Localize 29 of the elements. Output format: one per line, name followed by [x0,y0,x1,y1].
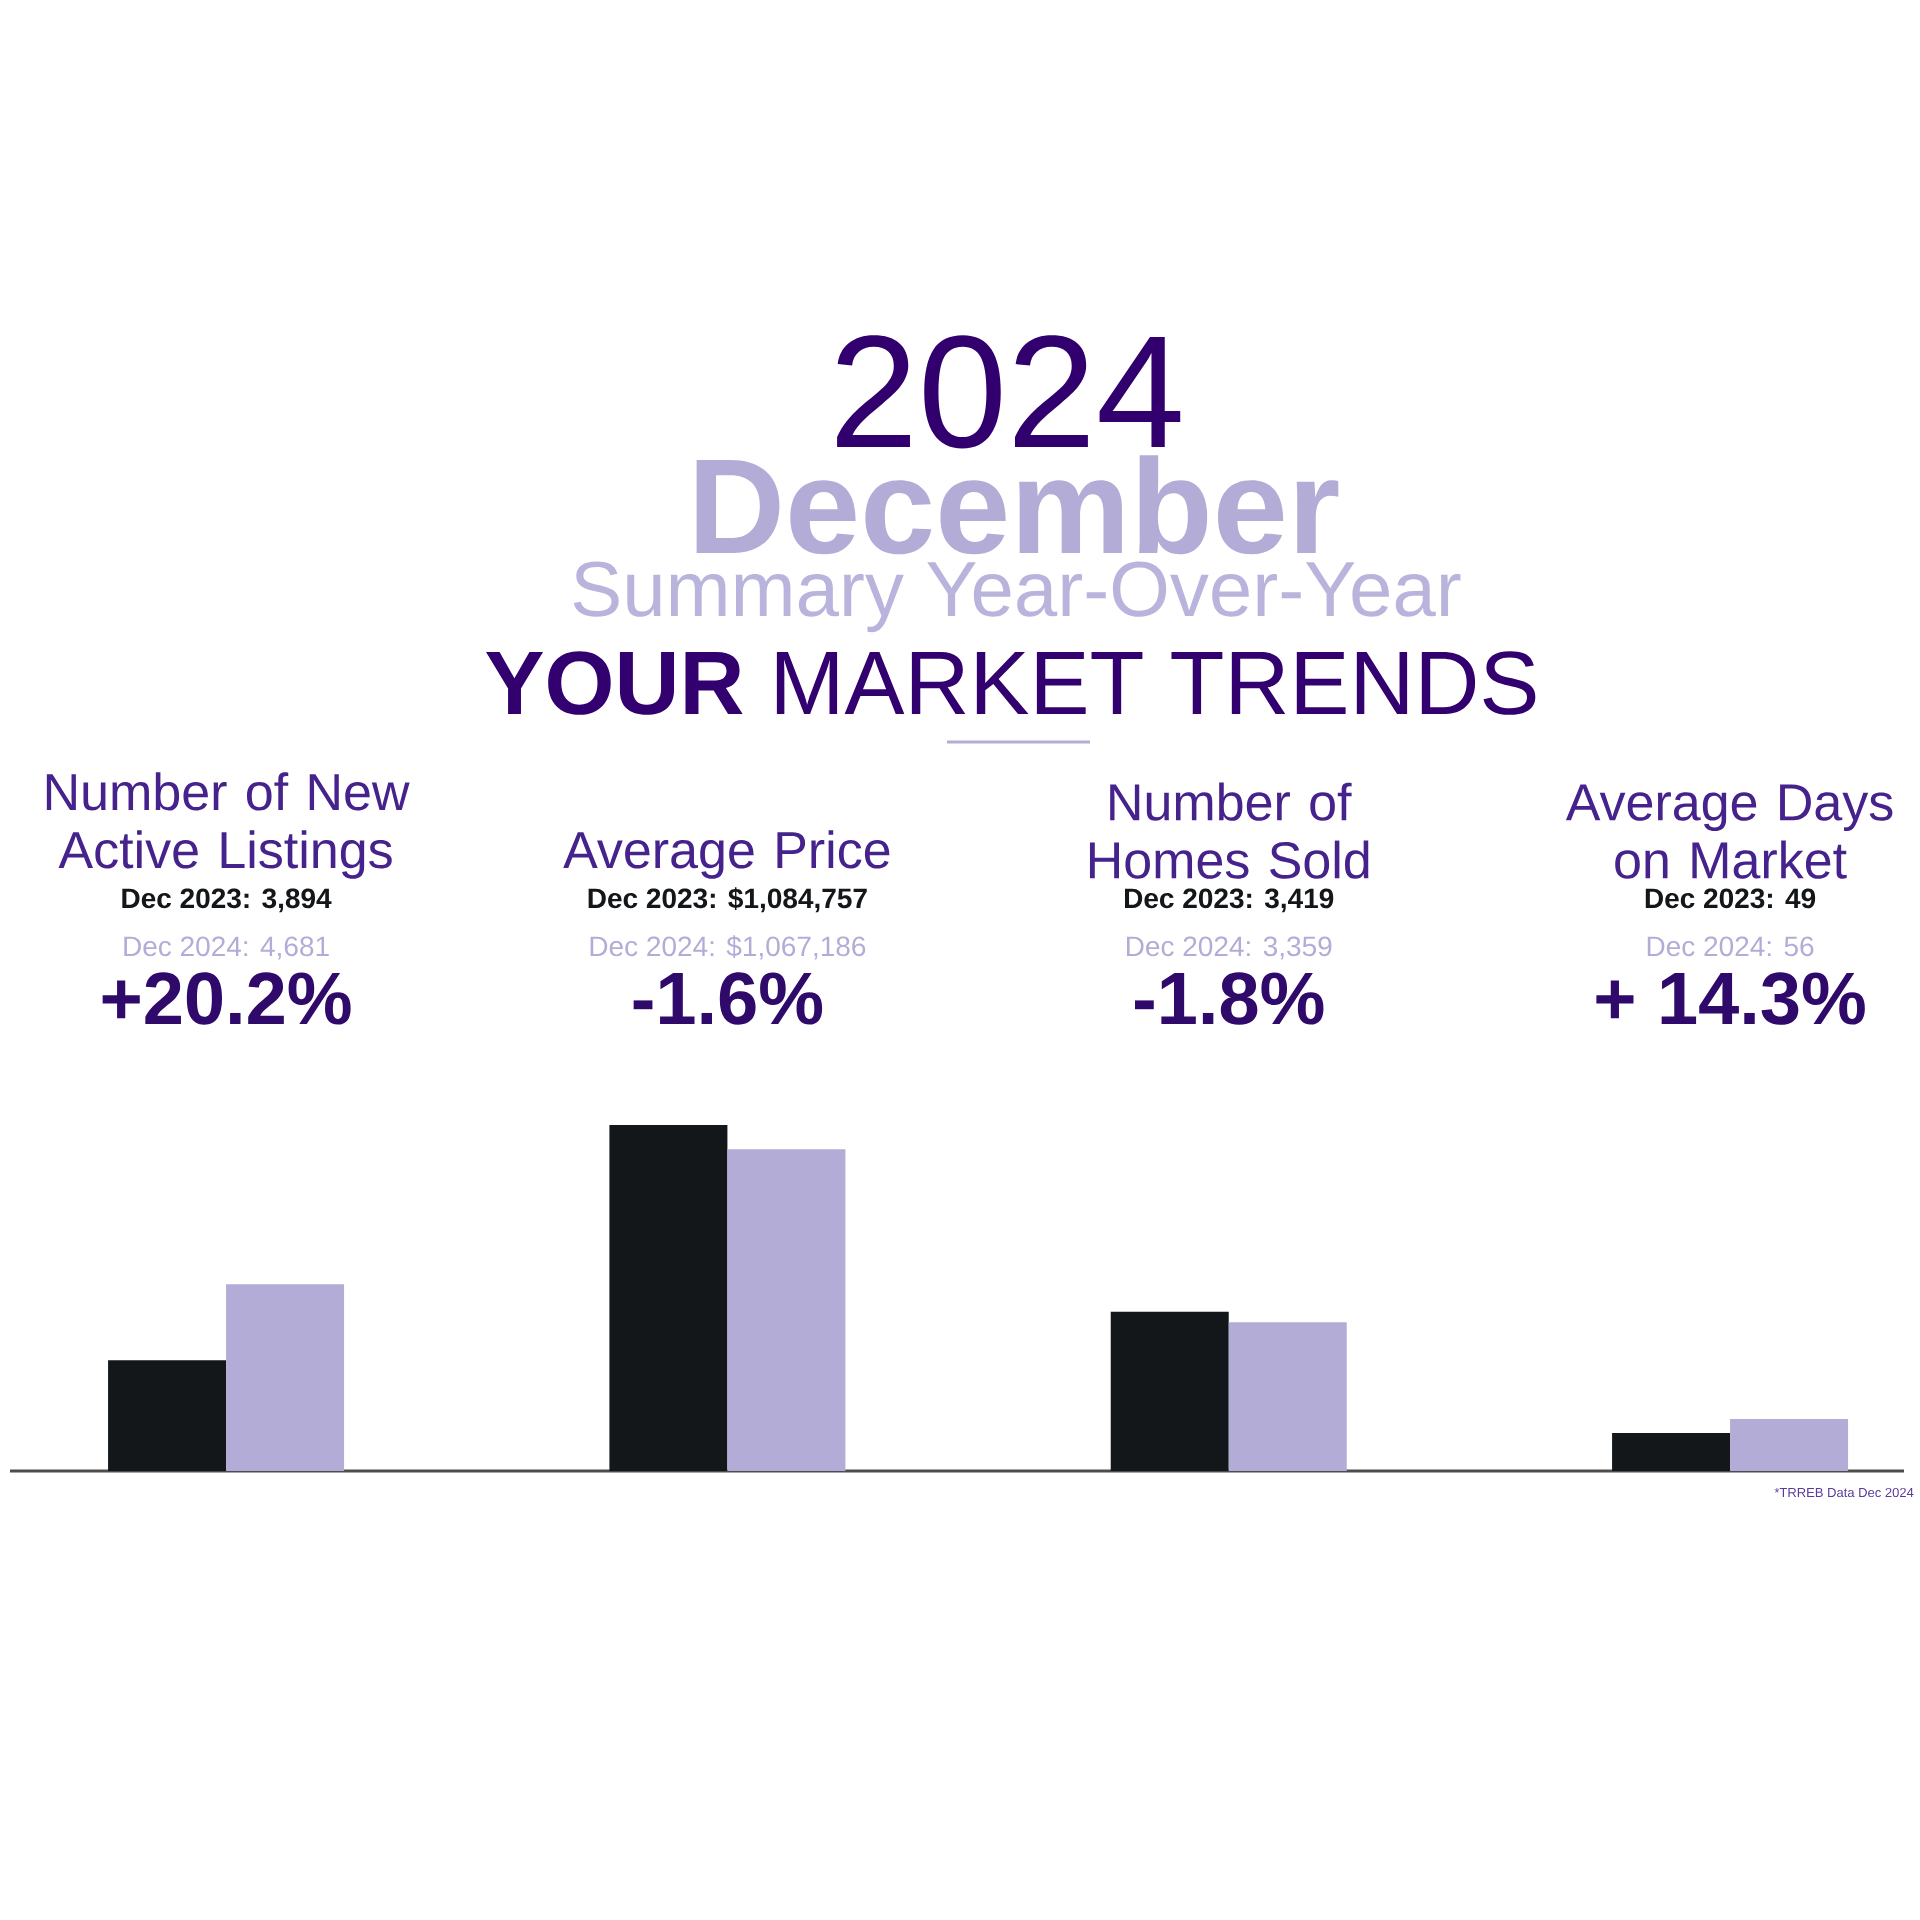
x-tick-label: Average Days on Market [1565,784,1893,879]
text: -1.8% [1134,972,1324,1025]
text: + 14.3% [1596,972,1865,1025]
x-tick-label: Number of Homes Sold [1089,782,1369,879]
chart-title: YOUR MARKET TRENDS [486,651,1536,715]
text: Dec 2024: 3,359 [1126,936,1332,960]
bar [1612,1432,1731,1471]
chart-subtitle: Summary Year-Over-Year [573,561,1461,633]
bar [609,1124,728,1471]
bar [727,1149,846,1471]
text: Dec 2024: $1,067,186 [590,935,866,960]
text: Dec 2023: 3,419 [1125,888,1334,913]
text: Dec 2023: $1,084,757 [588,887,867,913]
text: Dec 2023: 3,894 [122,888,332,913]
text: -1.6% [633,972,823,1025]
bar [1228,1322,1347,1471]
bar [226,1284,345,1471]
text: +20.2% [102,972,351,1025]
bar [1730,1419,1849,1471]
text: Dec 2023: 49 [1645,888,1816,909]
x-tick-label: Number of New Active Listings [46,772,410,879]
text: Dec 2024: 4,681 [124,936,329,960]
text: December [696,455,1339,555]
text: *TRREB Data Dec 2024 [1774,1487,1914,1498]
bar [108,1360,227,1471]
bar [1110,1311,1229,1471]
text: Dec 2024: 56 [1647,936,1814,957]
text: 2024 [837,335,1181,449]
x-tick-label: Average Price [563,830,890,879]
